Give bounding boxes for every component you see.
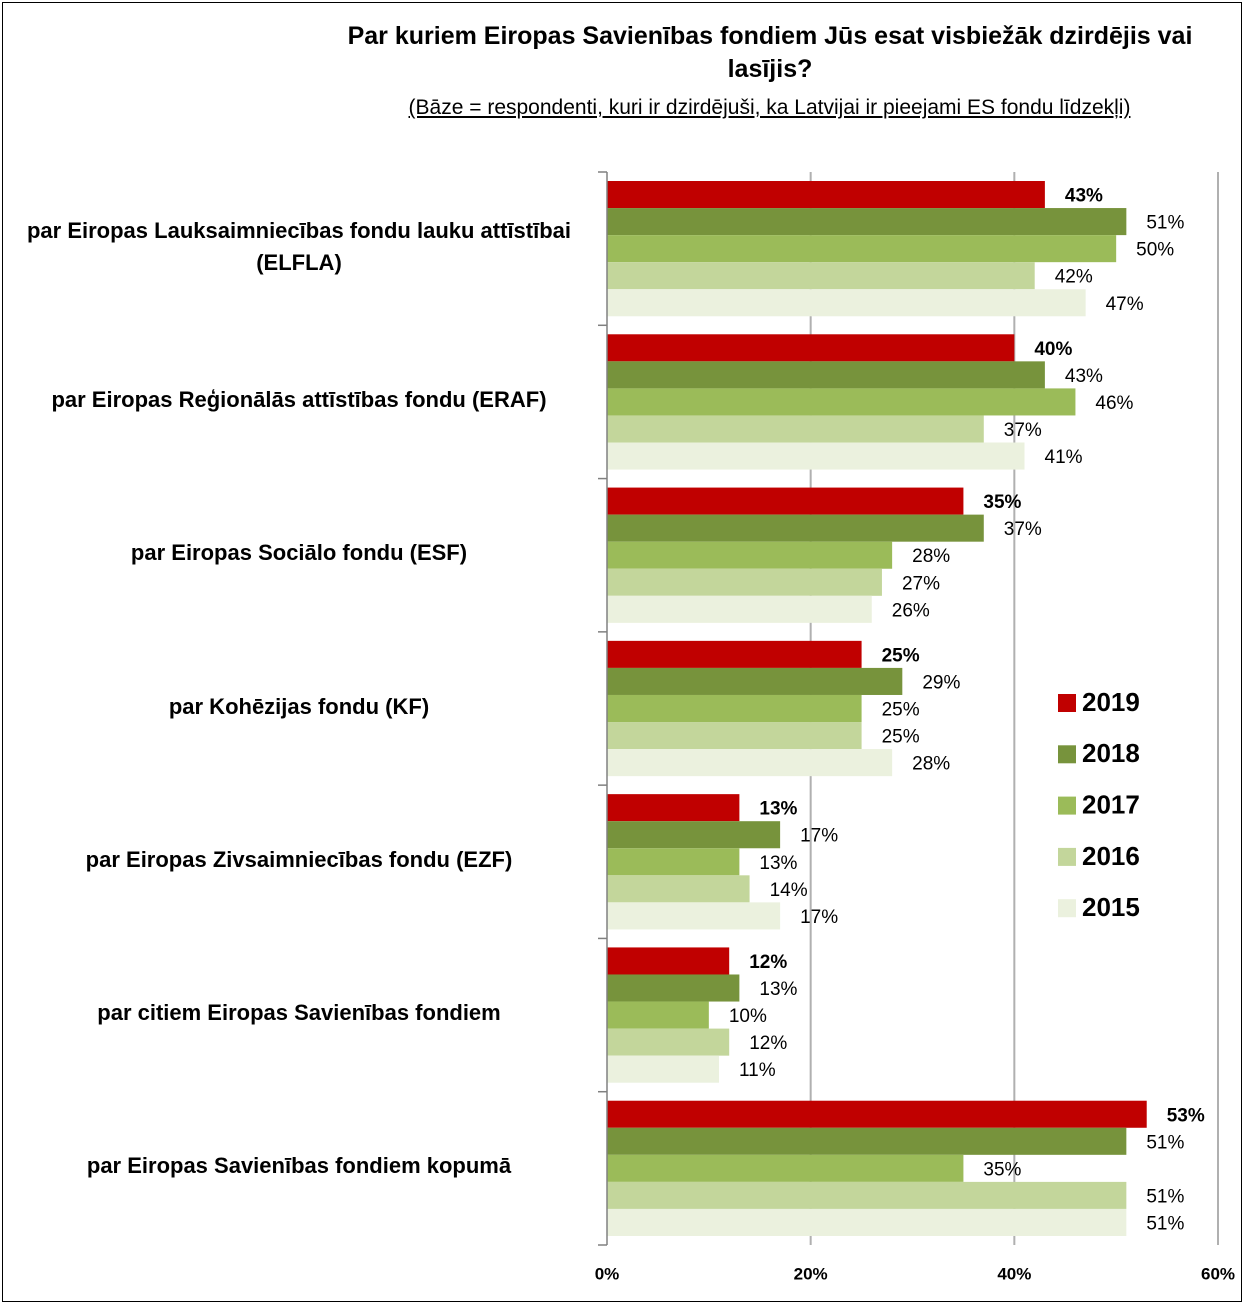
- bar: [607, 974, 740, 1002]
- bar: [607, 208, 1127, 236]
- bar: [607, 388, 1076, 416]
- bar: [607, 541, 893, 569]
- data-label: 17%: [800, 907, 838, 928]
- bar: [607, 415, 984, 443]
- bar: [607, 794, 740, 822]
- bar: [607, 1208, 1127, 1236]
- data-label: 46%: [1095, 393, 1133, 414]
- x-tick-label: 40%: [997, 1264, 1031, 1283]
- data-label: 51%: [1146, 1132, 1184, 1153]
- data-label: 53%: [1167, 1105, 1205, 1126]
- data-label: 51%: [1146, 1213, 1184, 1234]
- data-label: 47%: [1106, 294, 1144, 315]
- data-label: 51%: [1146, 213, 1184, 234]
- legend-swatch: [1058, 745, 1076, 764]
- bar: [607, 667, 903, 695]
- bar: [607, 595, 872, 623]
- bar: [607, 334, 1015, 362]
- bar: [607, 181, 1045, 209]
- legend-label: 2018: [1082, 738, 1140, 768]
- data-label: 28%: [912, 754, 950, 775]
- data-label: 29%: [922, 672, 960, 693]
- category-label: par Eiropas Sociālo fondu (ESF): [130, 540, 468, 566]
- bar: [607, 1055, 720, 1083]
- data-label: 13%: [759, 979, 797, 1000]
- data-label: 25%: [882, 700, 920, 721]
- bar: [607, 514, 984, 542]
- bar: [607, 902, 781, 930]
- bar: [607, 235, 1117, 263]
- data-label: 42%: [1055, 267, 1093, 288]
- category-label: par citiem Eiropas Savienības fondiem: [97, 1000, 501, 1026]
- category-label: par Eiropas Lauksaimniecības fondu lauku…: [26, 217, 572, 275]
- data-label: 17%: [800, 826, 838, 847]
- legend-label: 2017: [1082, 789, 1140, 819]
- data-label: 27%: [902, 573, 940, 594]
- data-label: 40%: [1034, 339, 1072, 360]
- data-label: 37%: [1004, 519, 1042, 540]
- data-label: 26%: [892, 600, 930, 621]
- x-tick-label: 20%: [794, 1264, 828, 1283]
- data-label: 12%: [749, 1033, 787, 1054]
- bar: [607, 442, 1025, 470]
- bar: [607, 848, 740, 876]
- data-label: 50%: [1136, 240, 1174, 261]
- data-label: 12%: [749, 952, 787, 973]
- data-label: 13%: [759, 853, 797, 874]
- legend-swatch: [1058, 847, 1076, 866]
- bar: [607, 1127, 1127, 1155]
- bar: [607, 1028, 730, 1056]
- data-label: 35%: [983, 492, 1021, 513]
- data-label: 43%: [1065, 186, 1103, 207]
- data-label: 25%: [882, 645, 920, 666]
- data-label: 51%: [1146, 1186, 1184, 1207]
- bar: [607, 1001, 709, 1029]
- bar: [607, 1154, 964, 1182]
- data-label: 37%: [1004, 420, 1042, 441]
- bar: [607, 640, 862, 668]
- bar: [607, 487, 964, 515]
- bar: [607, 694, 862, 723]
- bar: [607, 568, 882, 596]
- data-label: 43%: [1065, 366, 1103, 387]
- bar: [607, 361, 1045, 389]
- chart-subtitle: (Bāze = respondenti, kuri ir dzirdējuši,…: [408, 96, 1131, 119]
- bar: [607, 722, 862, 750]
- legend-swatch: [1058, 694, 1076, 712]
- chart-title: Par kuriem Eiropas Savienības fondiem Jū…: [347, 22, 1193, 83]
- bar: [607, 821, 781, 849]
- data-label: 28%: [912, 546, 950, 567]
- data-label: 13%: [759, 799, 797, 820]
- data-label: 10%: [729, 1006, 767, 1027]
- category-label: par Eiropas Reģionālās attīstības fondu …: [51, 386, 547, 412]
- legend-label: 2016: [1082, 841, 1140, 871]
- bar: [607, 947, 730, 975]
- bar: [607, 289, 1086, 317]
- data-label: 11%: [739, 1060, 776, 1081]
- bar: [607, 749, 893, 777]
- bar: [607, 875, 750, 903]
- x-tick-label: 60%: [1201, 1264, 1235, 1283]
- data-label: 35%: [983, 1159, 1021, 1180]
- legend-swatch: [1058, 796, 1076, 815]
- data-label: 25%: [882, 727, 920, 748]
- category-label: par Kohēzijas fondu (KF): [168, 693, 430, 719]
- bar: [607, 262, 1035, 290]
- data-label: 14%: [770, 880, 808, 901]
- legend-label: 2019: [1082, 687, 1140, 717]
- bar: [607, 1100, 1147, 1128]
- data-label: 41%: [1045, 447, 1083, 468]
- category-label: par Eiropas Savienības fondiem kopumā: [86, 1153, 512, 1179]
- legend-label: 2015: [1082, 892, 1140, 922]
- category-label: par Eiropas Zivsaimniecības fondu (EZF): [85, 846, 513, 872]
- bar: [607, 1181, 1127, 1209]
- x-tick-label: 0%: [595, 1264, 620, 1283]
- legend-swatch: [1058, 899, 1076, 918]
